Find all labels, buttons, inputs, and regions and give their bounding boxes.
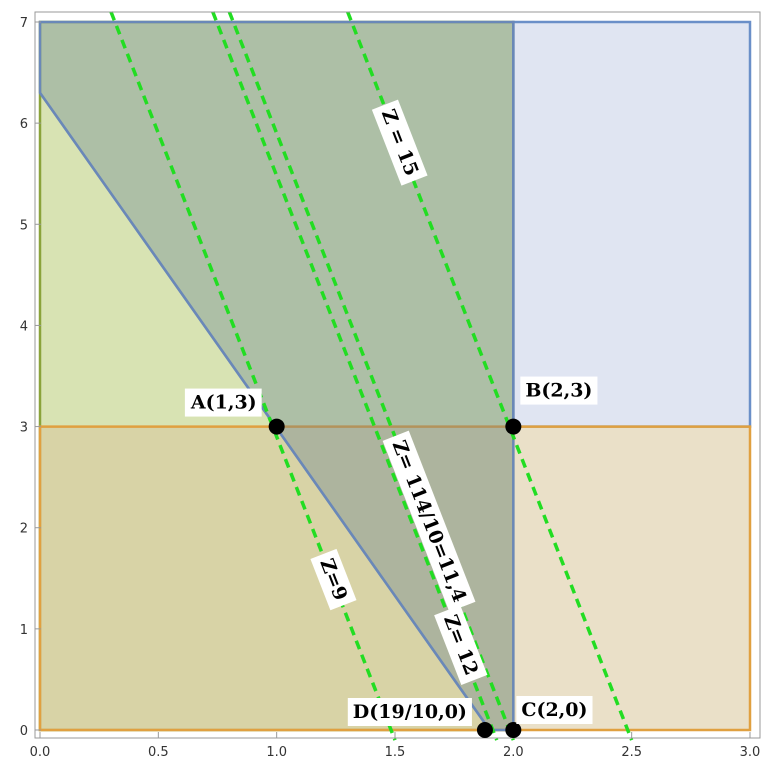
- regions-layer: [38, 20, 752, 732]
- objective-label-bg: [382, 430, 476, 612]
- objective-label-bg: [310, 548, 357, 611]
- point-label-bg: [347, 698, 472, 726]
- y-tick-label: 5: [20, 218, 28, 233]
- x-tick-label: 2.5: [621, 745, 642, 760]
- tick-layer: 0.0 0.5 1.0 1.5 2.0 2.5 3.0 0 1 2 3 4 5 6 7: [20, 16, 761, 760]
- region-right-of-x2: [512, 20, 752, 428]
- x-tick-label: 1.0: [266, 745, 287, 760]
- frame-border: [34, 11, 761, 739]
- point-marker: [268, 418, 285, 435]
- y-tick-label: 7: [20, 16, 28, 31]
- point-marker: [476, 722, 493, 738]
- point-label: B(2,3): [525, 380, 592, 402]
- x-tick-label: 2.0: [503, 745, 524, 760]
- x-tick-label: 0.5: [148, 745, 169, 760]
- points-layer: [268, 418, 522, 738]
- objective-line-0: [109, 11, 397, 741]
- point-label-group: A(1,3): [184, 388, 262, 417]
- point-label-group: D(19/10,0): [347, 698, 472, 726]
- point-label: C(2,0): [521, 699, 587, 721]
- point-label: A(1,3): [190, 392, 257, 414]
- point-marker: [505, 418, 522, 435]
- y-tick-label: 3: [20, 421, 28, 436]
- point-label-bg: [184, 388, 262, 417]
- point-label: D(19/10,0): [353, 701, 467, 723]
- objective-line-1: [227, 11, 515, 741]
- constraint-line-0: [38, 92, 491, 731]
- plot-frame: [34, 11, 761, 739]
- point-label-bg: [520, 376, 598, 405]
- objective-label-bg: [434, 605, 488, 686]
- y-tick-label: 2: [20, 522, 28, 537]
- y-tick-label: 1: [20, 623, 28, 638]
- x-tick-label: 3.0: [740, 745, 761, 760]
- point-label-bg: [516, 696, 593, 724]
- point-label-group: B(2,3): [520, 376, 598, 405]
- objective-label-bg: [371, 99, 428, 186]
- x-tick-label: 1.5: [385, 745, 406, 760]
- objective-line-3: [346, 11, 634, 741]
- x-tick-label: 0.0: [30, 745, 51, 760]
- y-tick-label: 4: [20, 319, 28, 334]
- point-label-group: C(2,0): [516, 696, 593, 724]
- y-tick-label: 0: [20, 724, 28, 739]
- point-marker: [505, 722, 522, 738]
- y-tick-label: 6: [20, 117, 28, 132]
